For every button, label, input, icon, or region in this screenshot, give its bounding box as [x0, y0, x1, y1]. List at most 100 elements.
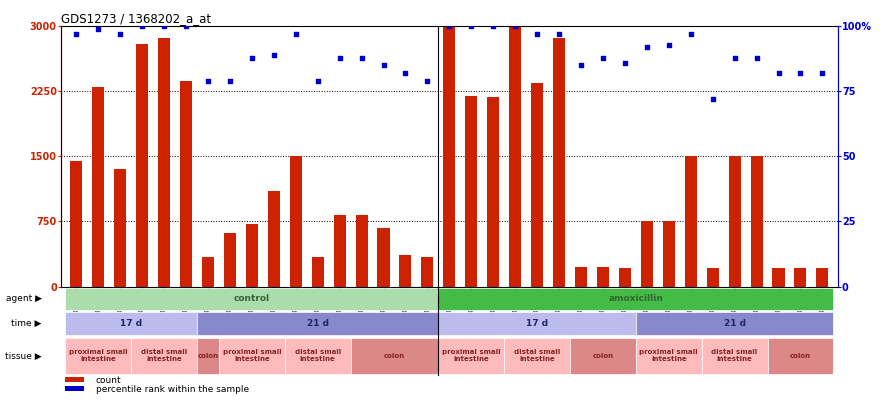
Bar [333, 215, 346, 286]
Point [442, 23, 456, 30]
FancyBboxPatch shape [197, 312, 438, 335]
FancyBboxPatch shape [636, 338, 702, 374]
FancyBboxPatch shape [702, 338, 768, 374]
Point [815, 70, 830, 77]
Point [530, 31, 544, 37]
Bar [685, 156, 697, 286]
FancyBboxPatch shape [65, 288, 438, 310]
Point [552, 31, 566, 37]
Bar [641, 222, 653, 286]
Bar [114, 169, 126, 286]
Bar [312, 257, 323, 286]
Point [267, 52, 281, 58]
Bar [531, 83, 543, 286]
Text: proximal small
intestine: proximal small intestine [222, 350, 281, 362]
Text: colon: colon [383, 353, 405, 359]
Text: count: count [96, 376, 122, 385]
Point [157, 23, 171, 30]
FancyBboxPatch shape [504, 338, 570, 374]
Text: distal small
intestine: distal small intestine [295, 350, 340, 362]
Point [728, 54, 742, 61]
Point [376, 62, 391, 68]
Text: percentile rank within the sample: percentile rank within the sample [96, 385, 249, 394]
Bar [444, 26, 455, 286]
Bar [465, 96, 478, 286]
FancyBboxPatch shape [219, 338, 285, 374]
Point [661, 41, 676, 48]
Bar [663, 221, 675, 286]
FancyBboxPatch shape [285, 338, 350, 374]
FancyBboxPatch shape [570, 338, 636, 374]
FancyBboxPatch shape [438, 288, 833, 310]
Bar [246, 224, 258, 286]
Bar [202, 257, 214, 286]
Point [420, 78, 435, 84]
Point [771, 70, 786, 77]
FancyBboxPatch shape [65, 312, 197, 335]
Point [289, 31, 303, 37]
Bar [795, 268, 806, 286]
Point [464, 23, 478, 30]
Bar [772, 268, 785, 286]
Point [793, 70, 807, 77]
Point [201, 78, 215, 84]
Point [749, 54, 763, 61]
FancyBboxPatch shape [636, 312, 833, 335]
Point [245, 54, 259, 61]
Point [179, 23, 194, 30]
Text: tissue ▶: tissue ▶ [4, 352, 41, 360]
Text: 21 d: 21 d [306, 319, 329, 328]
FancyBboxPatch shape [768, 338, 833, 374]
FancyBboxPatch shape [350, 338, 438, 374]
Point [684, 31, 698, 37]
Bar [356, 215, 367, 286]
Bar [92, 87, 104, 286]
Text: proximal small
intestine: proximal small intestine [69, 350, 127, 362]
FancyBboxPatch shape [197, 338, 219, 374]
Bar [289, 156, 302, 286]
Text: control: control [234, 294, 270, 303]
Bar [707, 268, 719, 286]
FancyBboxPatch shape [438, 312, 636, 335]
Point [355, 54, 369, 61]
Bar [751, 156, 762, 286]
Point [486, 23, 500, 30]
Bar [553, 38, 565, 286]
Text: distal small
intestine: distal small intestine [141, 350, 187, 362]
Bar [158, 38, 170, 286]
Bar [400, 255, 411, 286]
Point [508, 23, 522, 30]
Text: distal small
intestine: distal small intestine [711, 350, 758, 362]
FancyBboxPatch shape [131, 338, 197, 374]
Bar [421, 257, 434, 286]
Text: colon: colon [592, 353, 614, 359]
Text: colon: colon [790, 353, 811, 359]
Text: distal small
intestine: distal small intestine [514, 350, 560, 362]
Bar [619, 268, 631, 286]
Text: 17 d: 17 d [526, 319, 548, 328]
Bar [70, 161, 82, 286]
Bar [816, 268, 829, 286]
Point [596, 54, 610, 61]
Bar [597, 266, 609, 286]
Text: proximal small
intestine: proximal small intestine [640, 350, 698, 362]
Text: GDS1273 / 1368202_a_at: GDS1273 / 1368202_a_at [61, 12, 211, 25]
Text: amoxicillin: amoxicillin [608, 294, 663, 303]
Bar [487, 98, 499, 286]
Point [91, 26, 106, 32]
Point [69, 31, 83, 37]
Text: 17 d: 17 d [120, 319, 142, 328]
Point [399, 70, 413, 77]
Point [135, 23, 150, 30]
Bar [377, 228, 390, 286]
Point [311, 78, 325, 84]
Text: 21 d: 21 d [724, 319, 745, 328]
Bar [268, 191, 280, 286]
FancyBboxPatch shape [65, 338, 131, 374]
Bar [575, 267, 587, 286]
Point [113, 31, 127, 37]
Point [223, 78, 237, 84]
Bar [136, 44, 148, 286]
Text: colon: colon [197, 353, 219, 359]
Text: agent ▶: agent ▶ [5, 294, 41, 303]
